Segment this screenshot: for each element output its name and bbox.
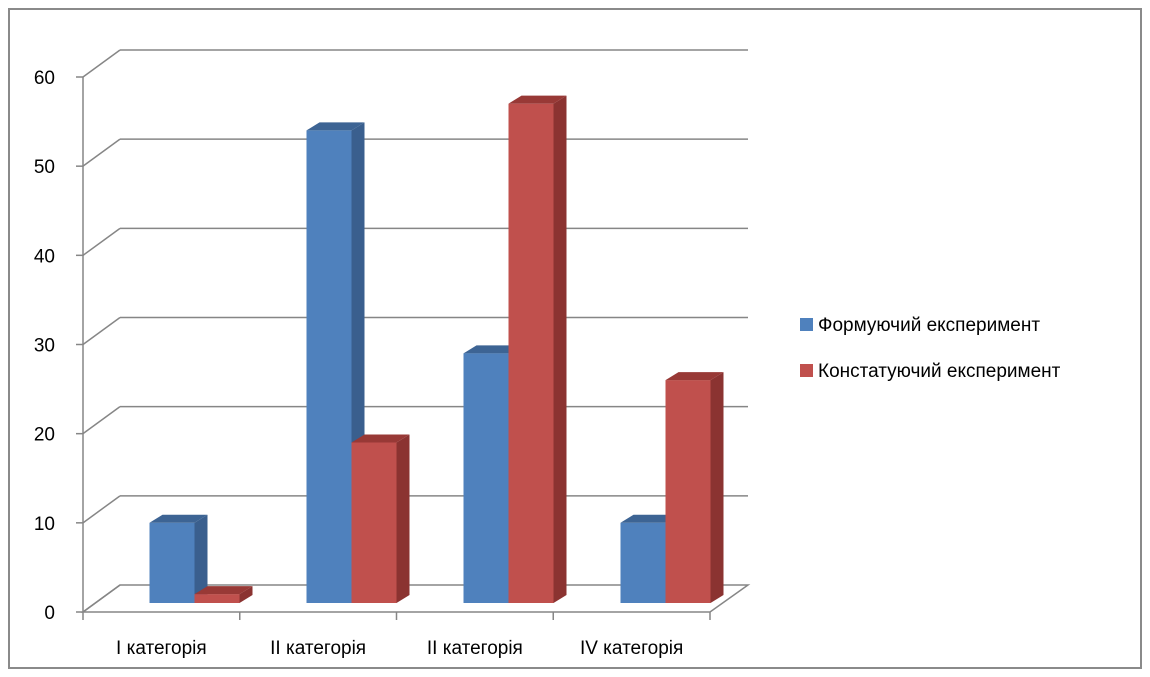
legend-item: Констатуючий експеримент (800, 361, 1061, 382)
bar (351, 434, 410, 603)
legend-item: Формуючий експеримент (800, 315, 1040, 336)
y-tick-label: 30 (34, 336, 55, 357)
legend-label: Формуючий експеримент (818, 315, 1040, 336)
gridline-side (82, 316, 121, 346)
x-tick-label: IV категорія (580, 638, 683, 659)
bar (665, 372, 724, 603)
x-tick-label: I категорія (116, 638, 207, 659)
bar-front (665, 380, 711, 603)
bar-front (351, 442, 397, 603)
axis-layer (76, 76, 751, 620)
label-layer: 0 10 20 30 40 50 60 I категорія II категорія II к… (34, 68, 683, 659)
bar-front (194, 594, 240, 603)
chart-floor (80, 584, 751, 613)
x-tick-label: II категорія (427, 638, 523, 659)
x-tick-label: II категорія (270, 638, 366, 659)
y-tick-label: 20 (34, 425, 55, 446)
bar (149, 514, 208, 603)
bar (306, 122, 365, 604)
bar-side (553, 95, 567, 604)
gridline-side (82, 227, 121, 256)
legend-swatch (800, 364, 813, 377)
bar-front (463, 353, 509, 603)
gridline-side (82, 49, 121, 78)
bar-top (665, 372, 724, 381)
gridline-side (82, 138, 121, 167)
legend-layer: Формуючий експеримент Констатуючий експер… (800, 315, 1061, 382)
y-tick-label: 50 (34, 157, 55, 178)
legend-label: Констатуючий експеримент (818, 361, 1061, 382)
bar-front (620, 522, 666, 603)
bar-top (194, 586, 253, 595)
bar-front (306, 130, 352, 603)
bar-side (194, 514, 208, 603)
bar-layer (149, 95, 724, 604)
y-tick-label: 0 (44, 603, 55, 624)
bar-top (351, 434, 410, 443)
bar-top (463, 345, 522, 354)
y-tick-label: 10 (34, 514, 55, 535)
bar-top (306, 122, 365, 131)
bar-front (149, 522, 195, 603)
bar-side (710, 372, 724, 603)
bar (194, 586, 253, 603)
gridline-side (82, 406, 121, 435)
bar-side (396, 434, 410, 603)
bar-top (508, 95, 567, 104)
legend-swatch (800, 318, 813, 331)
bar-top (149, 514, 208, 523)
y-tick-label: 40 (34, 246, 55, 267)
bar-top (620, 514, 679, 523)
bar-front (508, 103, 554, 604)
bar-side (239, 586, 253, 603)
gridline-side (82, 495, 121, 524)
y-tick-label: 60 (34, 68, 55, 89)
bar (508, 95, 567, 604)
